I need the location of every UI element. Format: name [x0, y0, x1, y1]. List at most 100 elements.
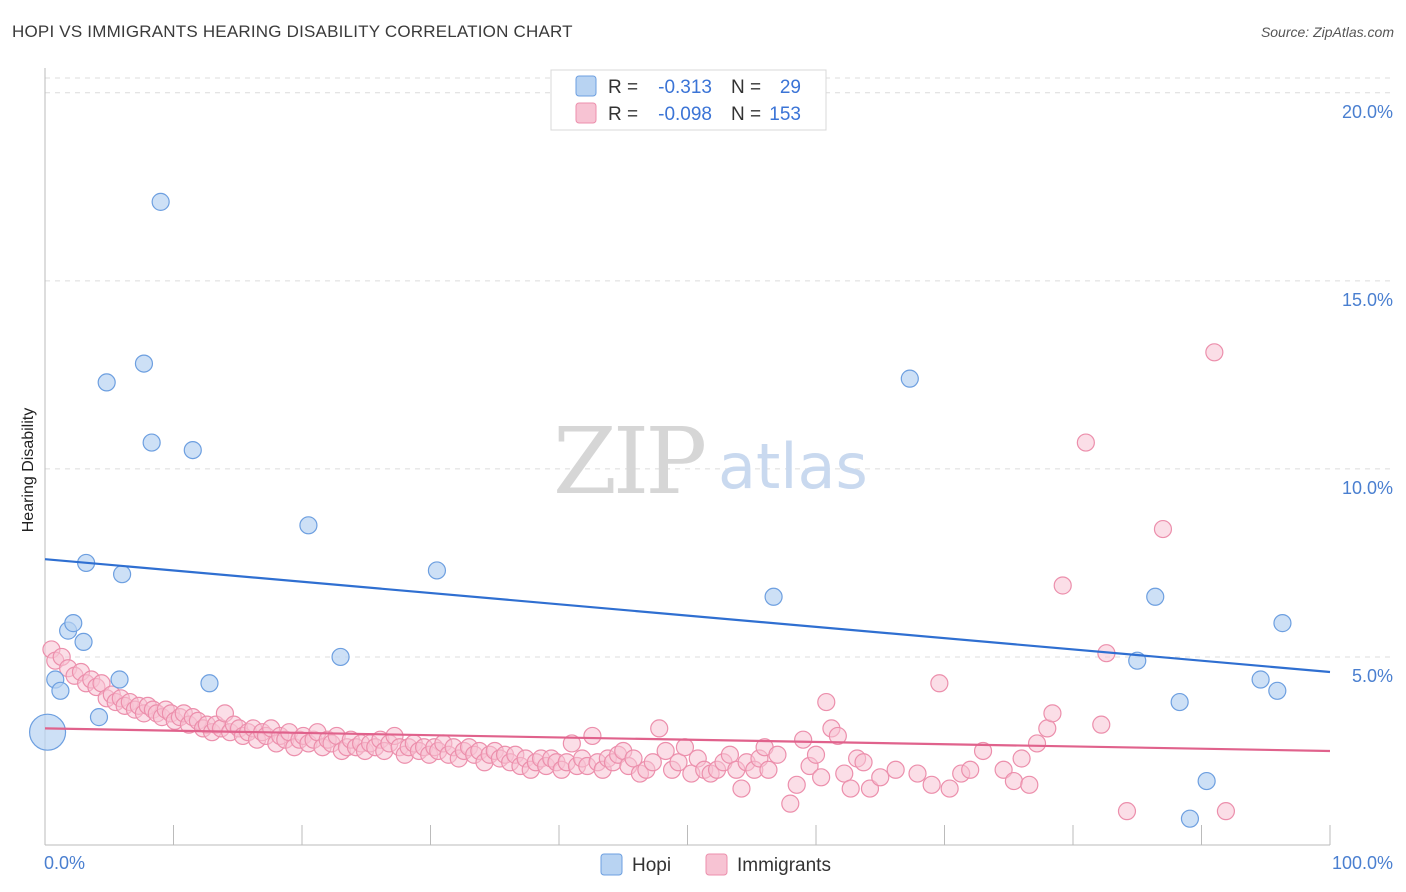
immigrants-point-147	[806, 745, 826, 764]
immigrants-point-145	[794, 730, 813, 749]
hopi-point-9	[110, 670, 129, 689]
hopi-trend-line	[44, 558, 1331, 674]
hopi-point-27	[1268, 681, 1287, 700]
hopi-point-24	[1180, 809, 1200, 828]
hopi-point-28	[1273, 614, 1292, 633]
hopi-point-22	[1146, 587, 1165, 606]
immigrants-point-126	[669, 753, 688, 772]
immigrants-point-159	[908, 764, 927, 783]
hopi-point-8	[97, 373, 116, 392]
immigrants-r-label: R =	[608, 104, 638, 125]
immigrants-point-157	[871, 768, 890, 787]
watermark-atlas: atlas	[718, 430, 868, 503]
immigrants-point-151	[828, 726, 847, 746]
immigrants-point-134	[720, 745, 740, 764]
immigrants-point-177	[1117, 802, 1137, 821]
immigrants-point-142	[768, 745, 787, 764]
hopi-point-13	[151, 192, 170, 211]
hopi-point-7	[89, 708, 109, 727]
hopi-point-5	[74, 632, 93, 652]
watermark-zip: ZIP	[553, 408, 704, 515]
immigrants-point-107	[562, 734, 581, 753]
immigrants-point-148	[812, 768, 831, 787]
immigrants-point-169	[1020, 775, 1039, 794]
immigrants-point-136	[732, 779, 751, 798]
immigrants-point-178	[1153, 519, 1173, 539]
hopi-point-0	[28, 713, 67, 751]
immigrants-point-160	[922, 775, 941, 794]
legend-immigrants-swatch	[705, 853, 728, 876]
immigrants-point-166	[994, 760, 1013, 779]
immigrants-point-170	[1027, 734, 1047, 753]
immigrants-point-167	[1004, 771, 1023, 791]
immigrants-point-122	[643, 753, 662, 772]
immigrants-point-179	[1205, 343, 1224, 362]
immigrants-point-141	[759, 760, 778, 779]
y-tick-labels: 5.0% 10.0% 15.0% 20.0%	[1342, 102, 1393, 686]
immigrants-point-171	[1038, 719, 1057, 738]
hopi-point-26	[1251, 670, 1270, 689]
hopi-point-10	[112, 565, 132, 584]
legend-immigrants-label: Immigrants	[737, 855, 831, 876]
y-axis-label: Hearing Disability	[20, 408, 37, 533]
hopi-point-25	[1197, 771, 1216, 791]
immigrants-point-124	[656, 741, 675, 761]
hopi-point-4	[64, 614, 83, 633]
y-tick-label-0: 5.0%	[1352, 666, 1393, 686]
immigrants-point-172	[1043, 704, 1062, 723]
watermark: ZIP atlas	[553, 408, 868, 515]
immigrants-point-153	[841, 779, 860, 798]
immigrants-point-161	[930, 674, 949, 693]
immigrants-point-123	[650, 719, 669, 738]
immigrants-point-111	[583, 726, 602, 746]
hopi-r-value: -0.313	[658, 77, 712, 98]
immigrants-point-174	[1076, 433, 1095, 452]
immigrants-point-152	[835, 764, 854, 783]
immigrants-point-144	[787, 775, 806, 794]
y-tick-label-2: 15.0%	[1342, 290, 1393, 310]
immigrants-r-value: -0.098	[658, 104, 712, 125]
immigrants-point-168	[1012, 749, 1031, 768]
immigrants-point-155	[854, 753, 873, 772]
hopi-point-20	[900, 369, 919, 388]
hopi-point-11	[134, 354, 154, 373]
hopi-point-2	[51, 681, 70, 700]
immigrants-point-180	[1216, 802, 1236, 821]
immigrants-point-164	[961, 760, 980, 779]
hopi-point-17	[331, 647, 350, 667]
immigrants-point-158	[886, 760, 905, 779]
x-tick-labels: 0.0% 100.0%	[44, 853, 1393, 873]
hopi-point-18	[427, 561, 447, 580]
hopi-swatch	[575, 75, 597, 97]
immigrants-point-165	[973, 741, 993, 761]
hopi-r-label: R =	[608, 77, 638, 98]
gridlines	[45, 77, 1395, 658]
legend-hopi-label: Hopi	[632, 855, 671, 876]
immigrants-n-label: N =	[731, 104, 761, 125]
hopi-n-value: 29	[780, 77, 801, 98]
hopi-point-23	[1170, 692, 1189, 712]
y-tick-label-1: 10.0%	[1342, 478, 1393, 498]
chart-title: HOPI VS IMMIGRANTS HEARING DISABILITY CO…	[12, 22, 573, 41]
immigrants-trend-line	[44, 727, 1331, 753]
stats-box-frame	[550, 69, 827, 131]
y-tick-label-3: 20.0%	[1342, 102, 1393, 122]
immigrants-point-149	[817, 692, 836, 712]
legend: Hopi Immigrants	[600, 853, 831, 876]
hopi-point-14	[183, 440, 202, 460]
stats-box: R = -0.313 N = 29 R = -0.098 N = 153	[550, 69, 827, 131]
immigrants-point-173	[1053, 576, 1072, 595]
hopi-point-16	[299, 516, 318, 535]
x-tick-label-max: 100.0%	[1332, 853, 1393, 873]
hopi-point-19	[764, 587, 783, 606]
trend-lines	[44, 558, 1331, 753]
immigrants-point-156	[860, 779, 880, 798]
immigrants-point-143	[781, 794, 800, 813]
hopi-n-label: N =	[731, 77, 761, 98]
source-credit: Source: ZipAtlas.com	[1260, 24, 1394, 40]
immigrants-swatch	[575, 102, 597, 124]
hopi-point-15	[200, 674, 219, 693]
legend-hopi-swatch	[600, 853, 623, 876]
immigrants-point-119	[624, 749, 643, 768]
